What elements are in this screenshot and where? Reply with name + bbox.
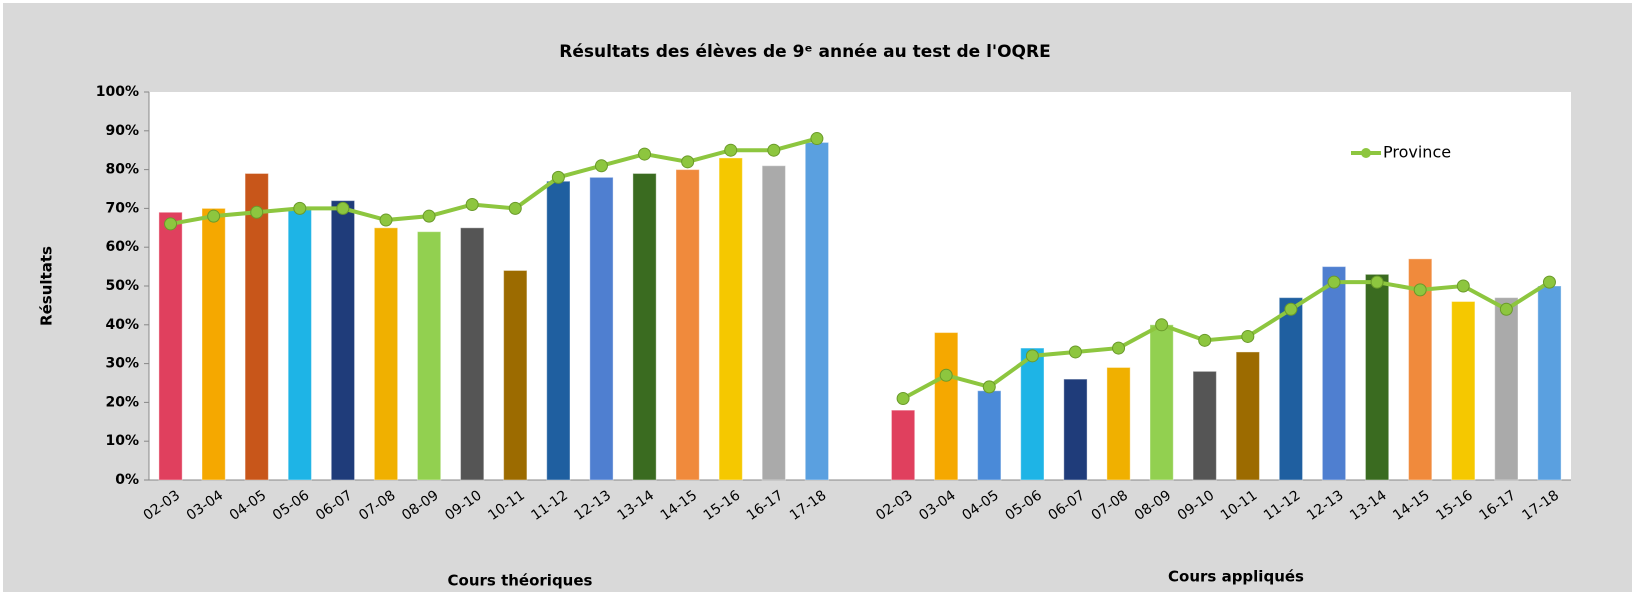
bar — [1020, 347, 1045, 481]
bar — [632, 172, 657, 481]
line-point — [982, 380, 996, 394]
line-point — [1542, 275, 1556, 289]
y-tick-label: 100% — [96, 84, 139, 100]
line-point — [207, 209, 221, 223]
y-tick-label: 70% — [105, 200, 139, 216]
bar — [675, 169, 700, 481]
bar — [977, 390, 1002, 481]
y-tick-label: 30% — [105, 356, 139, 372]
y-tick-label: 0% — [115, 472, 139, 488]
bar — [718, 157, 743, 481]
bar — [244, 172, 269, 481]
bar — [804, 141, 830, 481]
bar — [1321, 266, 1347, 481]
bar — [158, 211, 183, 481]
line-point — [724, 143, 738, 157]
line-point — [336, 201, 350, 215]
line-point — [293, 201, 307, 215]
line-point — [810, 132, 824, 146]
line-point — [1241, 329, 1255, 343]
line — [170, 136, 1551, 401]
bar — [287, 207, 312, 481]
bar — [201, 207, 226, 481]
y-tick-label: 60% — [105, 239, 139, 255]
group-label: Cours appliqués — [1168, 568, 1304, 586]
bar — [460, 227, 485, 481]
bar — [416, 231, 442, 481]
bar — [890, 409, 916, 481]
line-point — [551, 170, 565, 184]
line-point — [594, 159, 608, 173]
y-axis-label: Résultats — [38, 246, 56, 326]
line-point — [681, 155, 695, 169]
bar — [373, 227, 399, 481]
line-point — [939, 368, 953, 382]
line-point — [1327, 275, 1341, 289]
line-point — [164, 217, 178, 231]
bar — [1364, 273, 1390, 481]
line-point — [1155, 318, 1169, 332]
line-point — [1370, 275, 1384, 289]
line-point — [767, 143, 781, 157]
bar — [1063, 378, 1088, 481]
bar — [503, 269, 528, 481]
line-point — [1499, 302, 1513, 316]
legend-label: Province — [1383, 143, 1451, 162]
line-point — [1112, 341, 1126, 355]
bar — [1192, 370, 1217, 481]
line-point — [250, 205, 264, 219]
line-point — [896, 392, 910, 406]
y-tick-label: 20% — [105, 394, 139, 410]
chart-title: Résultats des élèves de 9ᵉ année au test… — [559, 42, 1050, 62]
bar — [1451, 301, 1476, 481]
y-tick-label: 90% — [105, 123, 139, 139]
y-tick-label: 10% — [105, 433, 139, 449]
line-point — [508, 201, 522, 215]
bar — [1149, 324, 1174, 481]
bar — [1408, 258, 1433, 481]
bar — [761, 165, 786, 481]
bar — [934, 332, 959, 481]
bar — [1235, 351, 1260, 481]
line-point — [1456, 279, 1470, 293]
legend-swatch — [1361, 148, 1371, 158]
bar — [1494, 297, 1519, 481]
plot-area — [149, 92, 1571, 480]
y-tick-label: 40% — [105, 317, 139, 333]
bar — [1278, 297, 1304, 481]
group-label: Cours théoriques — [448, 572, 593, 590]
y-tick-label: 80% — [105, 162, 139, 178]
line-point — [422, 209, 436, 223]
line-point — [1025, 349, 1039, 363]
line-point — [1284, 302, 1298, 316]
line-point — [379, 213, 393, 227]
bar — [589, 176, 614, 481]
bar — [330, 200, 356, 481]
y-tick-label: 50% — [105, 278, 139, 294]
line-point — [1198, 333, 1212, 347]
bar — [1537, 285, 1562, 481]
line-point — [638, 147, 652, 161]
bar — [546, 180, 571, 481]
line-point — [1068, 345, 1082, 359]
line-point — [465, 198, 479, 212]
line-point — [1413, 283, 1427, 297]
bar — [1106, 366, 1131, 481]
